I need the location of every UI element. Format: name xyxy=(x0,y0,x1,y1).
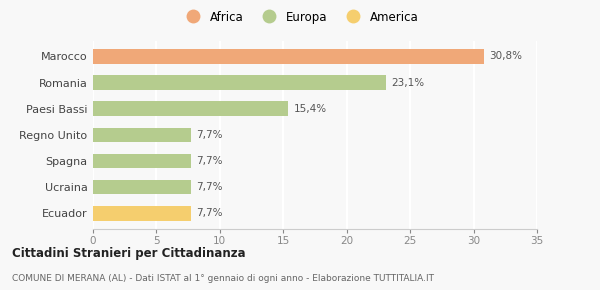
Bar xyxy=(93,128,191,142)
Bar xyxy=(93,102,289,116)
Text: 7,7%: 7,7% xyxy=(196,156,222,166)
Text: 7,7%: 7,7% xyxy=(196,130,222,140)
Bar xyxy=(93,180,191,194)
Bar xyxy=(93,49,484,64)
Bar xyxy=(93,75,386,90)
Text: 7,7%: 7,7% xyxy=(196,208,222,218)
Text: 7,7%: 7,7% xyxy=(196,182,222,192)
Legend: Africa, Europa, America: Africa, Europa, America xyxy=(176,6,424,28)
Text: 30,8%: 30,8% xyxy=(489,51,522,61)
Text: 23,1%: 23,1% xyxy=(391,77,424,88)
Text: 15,4%: 15,4% xyxy=(293,104,326,114)
Text: COMUNE DI MERANA (AL) - Dati ISTAT al 1° gennaio di ogni anno - Elaborazione TUT: COMUNE DI MERANA (AL) - Dati ISTAT al 1°… xyxy=(12,274,434,283)
Text: Cittadini Stranieri per Cittadinanza: Cittadini Stranieri per Cittadinanza xyxy=(12,247,245,260)
Bar xyxy=(93,154,191,168)
Bar xyxy=(93,206,191,220)
